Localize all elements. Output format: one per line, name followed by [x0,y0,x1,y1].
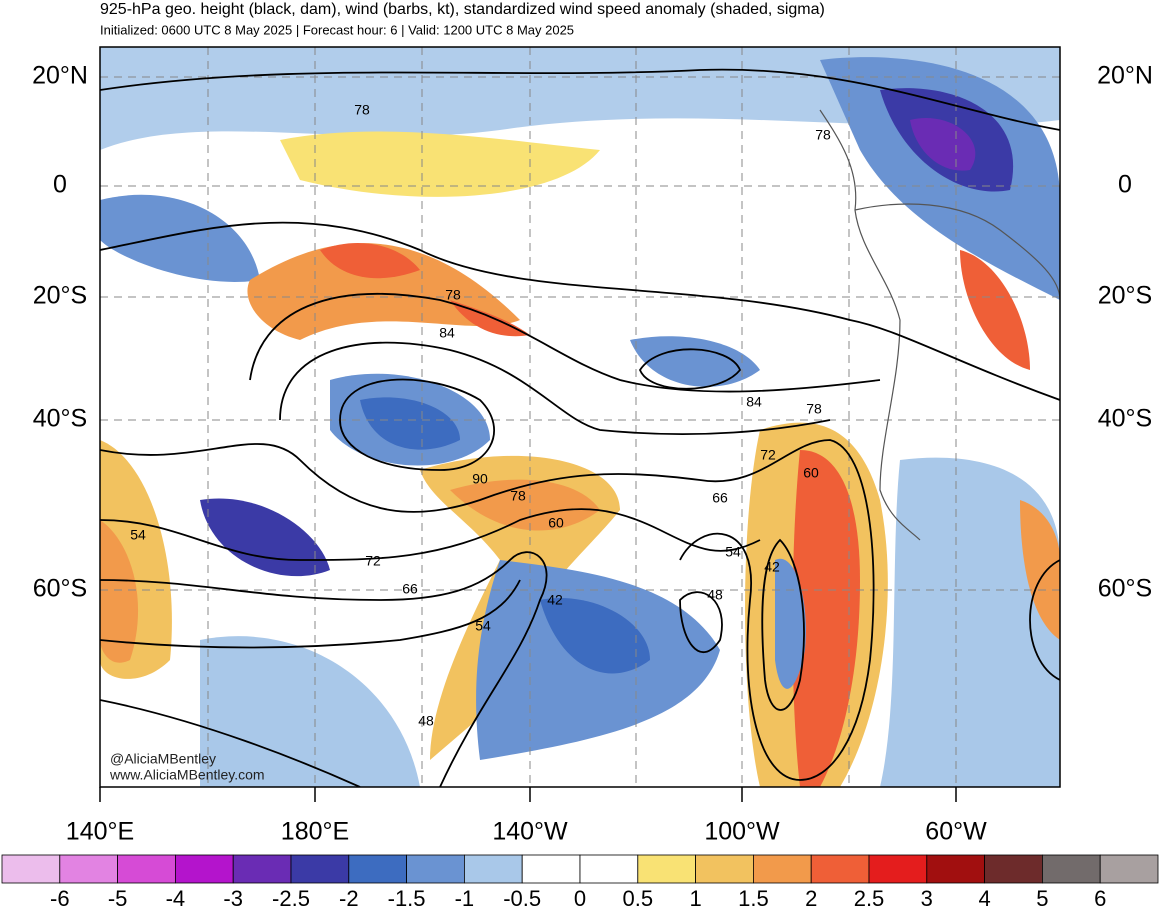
colorbar-swatch [926,854,985,884]
colorbar-label: -1 [455,886,475,911]
contour-label: 48 [418,713,434,729]
colorbar-label: 1 [689,886,701,911]
contour-label: 78 [510,488,526,504]
colorbar-label: 2.5 [854,886,885,911]
colorbar-swatch [117,854,176,884]
colorbar-swatch [984,854,1043,884]
contour-label: 60 [548,515,564,531]
contour-label: 42 [764,559,780,575]
colorbar-label: -0.5 [503,886,541,911]
colorbar-swatch [868,854,928,884]
colorbar-swatch [810,854,870,884]
contour-label: 78 [445,287,461,303]
colorbar-label: 4 [978,886,990,911]
colorbar-label: 2 [805,886,817,911]
lat-label: 20°S [33,282,87,310]
contour-label: 66 [402,581,418,597]
axis-labels: 20°N 20°N 0 0 20°S 20°S 40°S 40°S 60°S 60°S 140°E 1… [32,62,1153,846]
lat-label: 40°S [1098,405,1152,433]
colorbar-label: 0 [574,886,586,911]
colorbar-swatch [579,854,639,884]
colorbar-swatch [695,854,754,884]
colorbar-swatch [1042,854,1101,884]
lat-label: 60°S [33,575,87,603]
graticule [100,47,1060,787]
contours [100,68,1060,787]
contour-label: 42 [547,592,563,608]
colorbar-label: -4 [166,886,186,911]
colorbar-label: 5 [1036,886,1048,911]
title: 925-hPa geo. height (black, dam), wind (… [100,1,825,18]
lon-label: 100°W [704,818,780,846]
contour-labels: 78 78 78 84 84 78 72 90 78 60 66 60 54 54 72 42 66 48 42 54… [130,102,831,729]
lat-label: 0 [53,171,67,199]
contour-label: 84 [439,325,455,341]
colorbar-label: -1.5 [388,886,426,911]
lat-label: 60°S [1098,575,1152,603]
contour-label: 48 [707,587,723,603]
lon-label: 140°W [492,818,568,846]
lon-label: 140°E [66,818,134,846]
contour-label: 72 [760,447,776,463]
lat-label: 20°N [32,62,88,90]
lat-label: 0 [1118,171,1132,199]
colorbar-label: -5 [108,886,128,911]
colorbar-label: 6 [1094,886,1106,911]
colorbar-swatch [637,854,696,884]
lat-label: 20°S [1098,282,1152,310]
contour-label: 60 [803,465,819,481]
contour-label: 90 [472,471,488,487]
colorbar-label: 3 [921,886,933,911]
lon-label: 60°W [925,818,987,846]
colorbar-swatch [59,854,118,884]
contour-label: 54 [725,544,741,560]
contour-label: 78 [354,102,370,118]
map: 78 78 78 84 84 78 72 90 78 60 66 60 54 54 72 42 66 48 42 54… [32,46,1153,846]
colorbar-label: -2.5 [272,886,310,911]
subtitle: Initialized: 0600 UTC 8 May 2025 | Forec… [100,22,574,37]
contour-label: 72 [365,553,381,569]
contour-label: 54 [130,527,146,543]
map-frame [99,46,1061,788]
colorbar-swatch [521,854,581,884]
contour-label: 54 [475,618,491,634]
colorbar-swatch [406,854,465,884]
colorbar-swatch [290,854,350,884]
contour-label: 66 [712,490,728,506]
colorbar: -6 -5 -4 -3 -2.5 -2 -1.5 -1 -0.5 0 0.5 1 1.5 2 2.5 3 4 5 6 [1,854,1159,911]
contour-label: 84 [746,394,762,410]
colorbar-label: -2 [339,886,359,911]
lon-label: 180°E [281,818,349,846]
colorbar-label: -3 [223,886,243,911]
contour-label: 78 [806,401,822,417]
contour-label: 78 [815,127,831,143]
colorbar-swatch [1099,854,1159,884]
colorbar-swatch [1,854,61,884]
lat-label: 40°S [33,405,87,433]
colorbar-label: 1.5 [738,886,769,911]
colorbar-swatch [174,854,234,884]
colorbar-swatch [232,854,292,884]
colorbar-swatch [463,854,523,884]
colorbar-swatch [753,854,812,884]
colorbar-label: -6 [50,886,70,911]
watermark: www.AliciaMBentley.com [109,767,265,783]
colorbar-swatch [348,854,407,884]
lat-label: 20°N [1097,62,1153,90]
colorbar-label: 0.5 [623,886,654,911]
watermark: @AliciaMBentley [110,751,216,767]
